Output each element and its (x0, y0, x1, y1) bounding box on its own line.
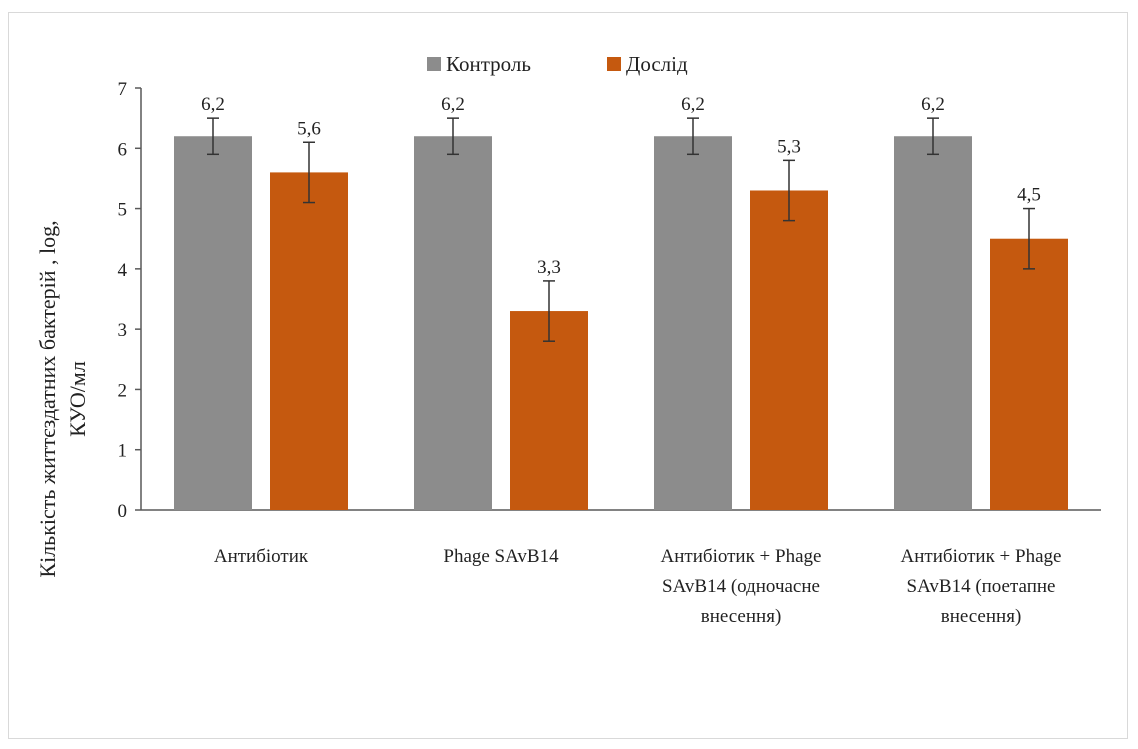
bar-0-2 (654, 136, 732, 510)
y-tick-label-1: 1 (118, 441, 128, 462)
category-label-2-line-2: внесення) (701, 606, 782, 627)
data-label-1-1: 3,3 (537, 257, 561, 278)
y-tick-label-4: 4 (118, 260, 128, 281)
category-label-1-line-0: Phage SAvB14 (443, 546, 559, 567)
y-tick-label-5: 5 (118, 200, 128, 221)
data-label-0-1: 6,2 (441, 94, 465, 115)
data-label-0-2: 6,2 (681, 94, 705, 115)
data-label-0-3: 6,2 (921, 94, 945, 115)
y-tick-label-2: 2 (118, 380, 128, 401)
chart-frame: 0 1 2 3 4 5 6 7 Кількість життєздатних бактерій … (8, 12, 1128, 739)
bar-0-3 (894, 136, 972, 510)
legend-label-0: Контроль (446, 52, 531, 76)
bar-1-0 (270, 172, 348, 510)
bar-1-1 (510, 311, 588, 510)
category-label-3: Антибіотик + Phage SAvB14 (поетапне внесен… (901, 546, 1062, 627)
legend-label-1: Дослід (626, 52, 688, 76)
category-label-3-line-0: Антибіотик + Phage (901, 546, 1062, 567)
bar-1-2 (750, 190, 828, 510)
bar-chart: 0 1 2 3 4 5 6 7 Кількість життєздатних бактерій … (35, 52, 1101, 627)
category-label-2-line-0: Антибіотик + Phage (661, 546, 822, 567)
y-tick-label-6: 6 (118, 139, 128, 160)
category-label-1: Phage SAvB14 (443, 546, 559, 567)
data-label-1-2: 5,3 (777, 136, 801, 157)
y-axis-title-line-0: Кількість життєздатних бактерій , log, (35, 220, 60, 577)
category-label-2: Антибіотик + Phage SAvB14 (одночасне внесе… (661, 546, 822, 627)
y-axis-title: Кількість життєздатних бактерій , log, КУ… (35, 220, 90, 577)
y-axis-title-line-1: КУО/мл (65, 361, 90, 437)
category-label-3-line-1: SAvB14 (поетапне (907, 576, 1056, 597)
legend-swatch-0 (427, 57, 441, 71)
data-label-0-0: 6,2 (201, 94, 225, 115)
legend-swatch-1 (607, 57, 621, 71)
category-label-0-line-0: Антибіотик (214, 546, 309, 567)
data-label-1-3: 4,5 (1017, 185, 1041, 206)
y-tick-label-3: 3 (118, 320, 128, 341)
data-label-1-0: 5,6 (297, 118, 321, 139)
bar-1-3 (990, 238, 1068, 510)
y-tick-label-0: 0 (118, 501, 128, 522)
bar-0-1 (414, 136, 492, 510)
bar-0-0 (174, 136, 252, 510)
y-tick-label-7: 7 (118, 79, 128, 100)
category-label-3-line-2: внесення) (941, 606, 1022, 627)
category-label-2-line-1: SAvB14 (одночасне (662, 576, 820, 597)
category-label-0: Антибіотик (214, 546, 309, 567)
